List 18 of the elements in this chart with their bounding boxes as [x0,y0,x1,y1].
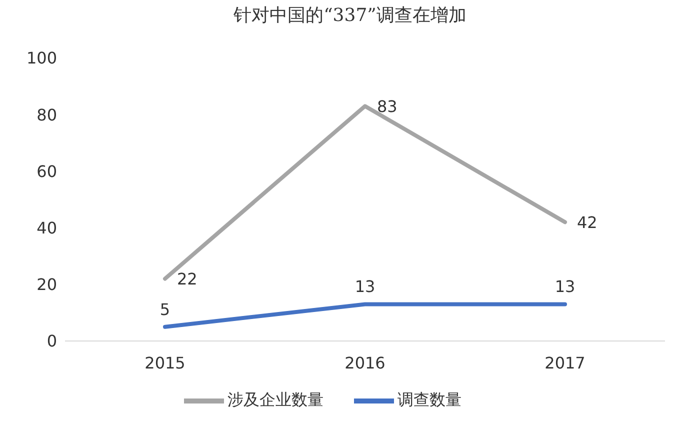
data-label: 5 [160,300,170,319]
y-tick-label: 20 [36,275,57,294]
data-label: 83 [377,96,398,116]
data-label: 22 [177,269,198,288]
y-tick-label: 100 [26,48,57,68]
data-label: 13 [354,277,376,296]
y-tick-label: 60 [36,162,57,181]
x-tick-label: 2015 [144,353,186,372]
legend-label: 调查数量 [398,390,462,410]
y-tick-label: 80 [36,105,57,124]
x-tick-label: 2017 [544,353,586,372]
data-label: 42 [577,212,598,232]
chart-title: 针对中国的“337”调查在增加 [232,4,468,28]
data-label: 13 [554,277,576,296]
y-tick-label: 40 [36,218,57,238]
x-tick-label: 2016 [344,353,386,372]
y-tick-label: 0 [46,332,57,351]
legend-label: 涉及企业数量 [228,390,324,410]
